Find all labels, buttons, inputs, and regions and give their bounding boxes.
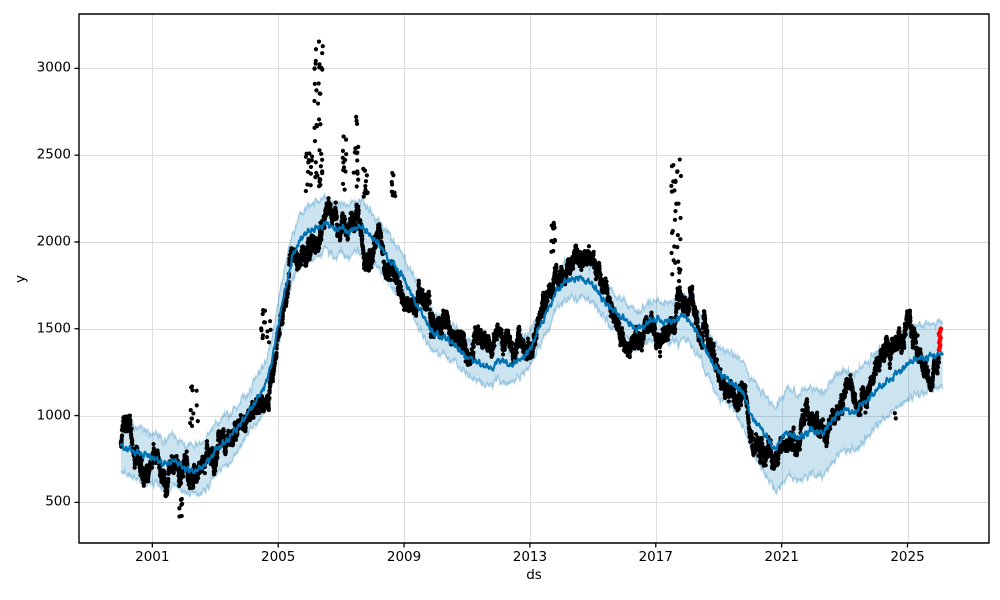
y-axis-label: y xyxy=(12,274,29,283)
x-axis-label: ds xyxy=(526,567,542,583)
